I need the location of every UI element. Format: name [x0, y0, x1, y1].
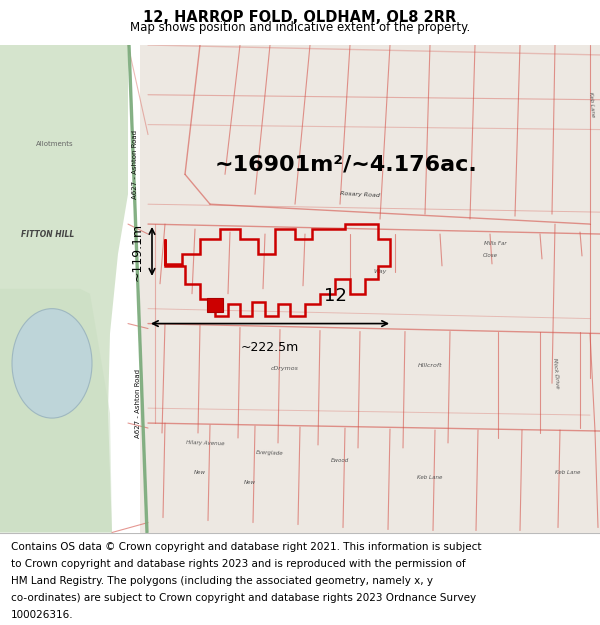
Text: FITTON HILL: FITTON HILL: [22, 229, 74, 239]
Text: Keb Lane: Keb Lane: [589, 92, 596, 118]
Polygon shape: [140, 45, 600, 532]
Text: Hilary Avenue: Hilary Avenue: [185, 440, 224, 446]
Text: Close: Close: [482, 253, 497, 258]
Text: 12, HARROP FOLD, OLDHAM, OL8 2RR: 12, HARROP FOLD, OLDHAM, OL8 2RR: [143, 10, 457, 25]
Text: Everglade: Everglade: [256, 450, 284, 456]
Text: HM Land Registry. The polygons (including the associated geometry, namely x, y: HM Land Registry. The polygons (includin…: [11, 576, 433, 586]
Text: ~119.1m: ~119.1m: [131, 222, 144, 281]
Text: cDrymos: cDrymos: [271, 366, 299, 371]
Text: to Crown copyright and database rights 2023 and is reproduced with the permissio: to Crown copyright and database rights 2…: [11, 559, 466, 569]
Text: Ewood: Ewood: [331, 458, 349, 463]
Bar: [207, 298, 223, 312]
Polygon shape: [0, 289, 112, 532]
Text: Map shows position and indicative extent of the property.: Map shows position and indicative extent…: [130, 21, 470, 34]
Ellipse shape: [12, 309, 92, 418]
Text: Rosary Road: Rosary Road: [340, 191, 380, 198]
Polygon shape: [0, 45, 128, 532]
Text: Keb Lane: Keb Lane: [418, 475, 443, 480]
Text: ~222.5m: ~222.5m: [241, 341, 299, 354]
Text: Contains OS data © Crown copyright and database right 2021. This information is : Contains OS data © Crown copyright and d…: [11, 542, 481, 552]
Text: Mock Drive: Mock Drive: [552, 358, 560, 389]
Text: 100026316.: 100026316.: [11, 610, 73, 620]
Text: co-ordinates) are subject to Crown copyright and database rights 2023 Ordnance S: co-ordinates) are subject to Crown copyr…: [11, 593, 476, 603]
Text: Hillcroft: Hillcroft: [418, 363, 442, 368]
Text: A627 - Ashton Road: A627 - Ashton Road: [135, 369, 141, 438]
Polygon shape: [128, 45, 148, 532]
Text: ~16901m²/~4.176ac.: ~16901m²/~4.176ac.: [215, 154, 478, 174]
Text: New: New: [244, 480, 256, 485]
Text: Allotments: Allotments: [36, 141, 74, 148]
Text: Way: Way: [373, 269, 386, 274]
Text: Keb Lane: Keb Lane: [556, 470, 581, 475]
Text: A627 - Ashton Road: A627 - Ashton Road: [132, 130, 138, 199]
Text: New: New: [194, 470, 206, 475]
Text: Mills Far: Mills Far: [484, 241, 506, 246]
Text: 12: 12: [323, 287, 346, 305]
